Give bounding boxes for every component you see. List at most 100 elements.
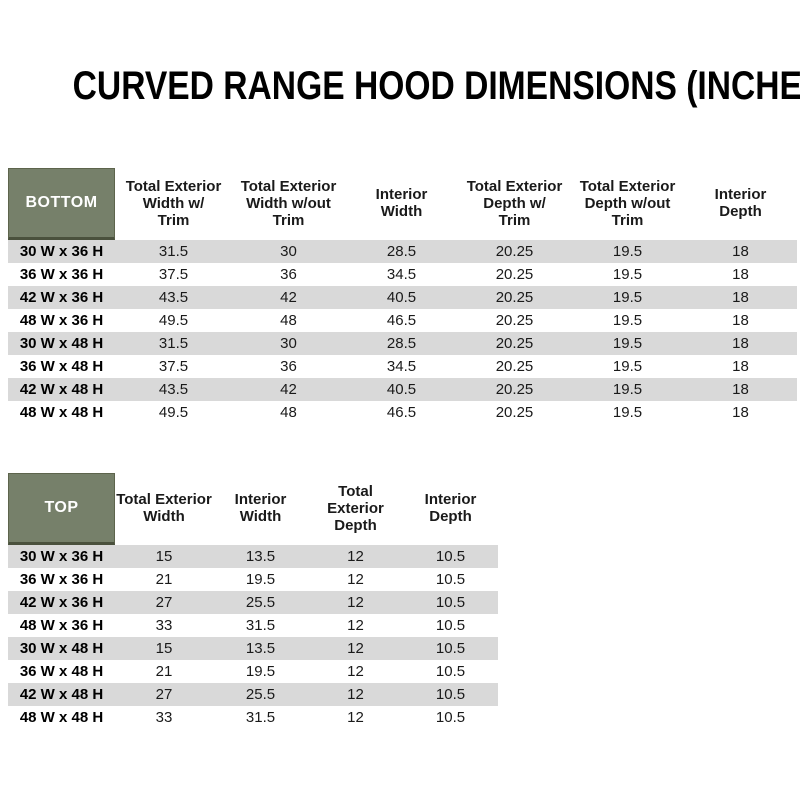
- dimension-value: 18: [732, 404, 749, 421]
- table-row: 30 W x 36 H 31.5 30 28.5 20.25 19.5 18: [8, 240, 797, 263]
- dimension-value: 19.5: [612, 335, 643, 352]
- dimension-value: 10.5: [435, 663, 466, 680]
- dimension-value: 20.25: [495, 358, 534, 375]
- table-row: 42 W x 48 H 27 25.5 12 10.5: [8, 683, 498, 706]
- dimension-value: 12: [347, 594, 364, 611]
- dimension-value: 19.5: [612, 289, 643, 306]
- row-size-label: 30 W x 48 H: [19, 640, 104, 657]
- dimension-value: 20.25: [495, 266, 534, 283]
- dimension-value: 37.5: [158, 358, 189, 375]
- dimension-value: 21: [155, 571, 173, 588]
- bottom-table-corner-label: BOTTOM: [8, 168, 115, 240]
- dimension-value: 31.5: [158, 335, 189, 352]
- dimension-value: 13.5: [245, 640, 276, 657]
- dimension-value: 10.5: [435, 594, 466, 611]
- table-row: 42 W x 36 H 43.5 42 40.5 20.25 19.5 18: [8, 286, 797, 309]
- dimension-value: 19.5: [245, 663, 276, 680]
- dimension-value: 27: [155, 686, 173, 703]
- dimension-value: 42: [280, 289, 297, 306]
- dimension-value: 40.5: [386, 381, 417, 398]
- column-header: Interior Depth: [714, 186, 767, 220]
- dimension-value: 20.25: [495, 243, 534, 260]
- dimension-value: 18: [732, 381, 749, 398]
- bottom-table-rows: 30 W x 36 H 31.5 30 28.5 20.25 19.5 18 36 W x 3…: [8, 240, 797, 424]
- table-row: 30 W x 48 H 31.5 30 28.5 20.25 19.5 18: [8, 332, 797, 355]
- dimension-value: 30: [280, 335, 297, 352]
- row-size-label: 42 W x 36 H: [19, 594, 104, 611]
- top-table-header-row: TOP Total Exterior Width Interior Width To…: [8, 473, 498, 545]
- dimension-value: 19.5: [612, 312, 643, 329]
- table-row: 36 W x 48 H 37.5 36 34.5 20.25 19.5 18: [8, 355, 797, 378]
- dimension-value: 10.5: [435, 548, 466, 565]
- dimension-value: 40.5: [386, 289, 417, 306]
- dimension-value: 18: [732, 312, 749, 329]
- dimension-value: 19.5: [612, 358, 643, 375]
- dimension-value: 43.5: [158, 289, 189, 306]
- dimension-value: 18: [732, 243, 749, 260]
- dimension-value: 20.25: [495, 335, 534, 352]
- row-size-label: 30 W x 36 H: [19, 548, 104, 565]
- dimension-value: 34.5: [386, 358, 417, 375]
- dimension-value: 30: [280, 243, 297, 260]
- row-size-label: 48 W x 48 H: [19, 404, 104, 421]
- row-size-label: 36 W x 48 H: [19, 358, 104, 375]
- bottom-table-header-row: BOTTOM Total Exterior Width w/ Trim Total…: [8, 168, 797, 240]
- table-row: 36 W x 36 H 37.5 36 34.5 20.25 19.5 18: [8, 263, 797, 286]
- dimension-value: 31.5: [245, 709, 276, 726]
- dimension-value: 28.5: [386, 243, 417, 260]
- dimension-value: 13.5: [245, 548, 276, 565]
- row-size-label: 42 W x 36 H: [19, 289, 104, 306]
- top-table-corner-label: TOP: [8, 473, 115, 545]
- column-header: Interior Width: [375, 186, 428, 220]
- dimension-value: 12: [347, 640, 364, 657]
- dimension-value: 46.5: [386, 312, 417, 329]
- dimension-value: 25.5: [245, 594, 276, 611]
- dimension-value: 10.5: [435, 617, 466, 634]
- dimension-value: 10.5: [435, 686, 466, 703]
- table-row: 36 W x 48 H 21 19.5 12 10.5: [8, 660, 498, 683]
- dimension-value: 19.5: [245, 571, 276, 588]
- dimension-value: 18: [732, 358, 749, 375]
- dimension-value: 19.5: [612, 381, 643, 398]
- table-row: 42 W x 36 H 27 25.5 12 10.5: [8, 591, 498, 614]
- column-header: Interior Width: [234, 491, 287, 525]
- dimension-value: 21: [155, 663, 173, 680]
- row-size-label: 36 W x 48 H: [19, 663, 104, 680]
- table-row: 48 W x 48 H 49.5 48 46.5 20.25 19.5 18: [8, 401, 797, 424]
- dimension-value: 15: [155, 640, 173, 657]
- row-size-label: 42 W x 48 H: [19, 686, 104, 703]
- bottom-table-column-headers: Total Exterior Width w/ Trim Total Exteri…: [115, 168, 797, 240]
- row-size-label: 48 W x 48 H: [19, 709, 104, 726]
- dimension-value: 49.5: [158, 404, 189, 421]
- dimension-value: 31.5: [245, 617, 276, 634]
- dimension-value: 34.5: [386, 266, 417, 283]
- dimension-value: 20.25: [495, 312, 534, 329]
- row-size-label: 42 W x 48 H: [19, 381, 104, 398]
- column-header: Total Exterior Width: [116, 491, 212, 525]
- dimension-value: 15: [155, 548, 173, 565]
- dimension-value: 18: [732, 335, 749, 352]
- dimension-value: 48: [280, 404, 297, 421]
- dimension-value: 20.25: [495, 289, 534, 306]
- table-row: 48 W x 48 H 33 31.5 12 10.5: [8, 706, 498, 729]
- dimension-value: 49.5: [158, 312, 189, 329]
- dimension-value: 20.25: [495, 404, 534, 421]
- dimension-value: 19.5: [612, 243, 643, 260]
- dimension-value: 10.5: [435, 709, 466, 726]
- dimension-value: 48: [280, 312, 297, 329]
- table-row: 48 W x 36 H 33 31.5 12 10.5: [8, 614, 498, 637]
- dimension-value: 36: [280, 358, 297, 375]
- dimension-value: 33: [155, 617, 173, 634]
- dimension-value: 18: [732, 266, 749, 283]
- dimension-value: 46.5: [386, 404, 417, 421]
- row-size-label: 30 W x 48 H: [19, 335, 104, 352]
- dimension-value: 36: [280, 266, 297, 283]
- dimension-value: 12: [347, 709, 364, 726]
- dimension-value: 12: [347, 548, 364, 565]
- page-title: CURVED RANGE HOOD DIMENSIONS (INCHES): [0, 64, 800, 109]
- dimension-value: 31.5: [158, 243, 189, 260]
- dimension-value: 25.5: [245, 686, 276, 703]
- column-header: Total Exterior Depth: [327, 482, 384, 534]
- dimension-value: 12: [347, 617, 364, 634]
- dimension-value: 37.5: [158, 266, 189, 283]
